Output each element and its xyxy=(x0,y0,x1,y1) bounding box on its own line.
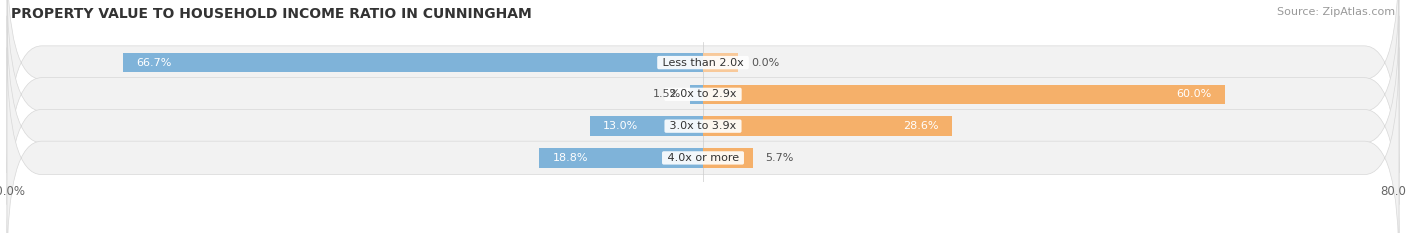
Text: 4.0x or more: 4.0x or more xyxy=(664,153,742,163)
Text: 13.0%: 13.0% xyxy=(603,121,638,131)
FancyBboxPatch shape xyxy=(7,48,1399,233)
Text: Less than 2.0x: Less than 2.0x xyxy=(659,58,747,68)
Bar xyxy=(703,116,952,136)
Text: 2.0x to 2.9x: 2.0x to 2.9x xyxy=(666,89,740,99)
Bar xyxy=(122,53,703,72)
Text: 28.6%: 28.6% xyxy=(903,121,939,131)
Text: 5.7%: 5.7% xyxy=(766,153,794,163)
Text: 18.8%: 18.8% xyxy=(553,153,588,163)
Bar xyxy=(591,116,703,136)
Text: 3.0x to 3.9x: 3.0x to 3.9x xyxy=(666,121,740,131)
Text: 66.7%: 66.7% xyxy=(136,58,172,68)
FancyBboxPatch shape xyxy=(7,16,1399,233)
Bar xyxy=(690,85,703,104)
FancyBboxPatch shape xyxy=(7,0,1399,173)
Bar xyxy=(703,85,1225,104)
Text: PROPERTY VALUE TO HOUSEHOLD INCOME RATIO IN CUNNINGHAM: PROPERTY VALUE TO HOUSEHOLD INCOME RATIO… xyxy=(11,7,531,21)
Text: Source: ZipAtlas.com: Source: ZipAtlas.com xyxy=(1277,7,1395,17)
Text: 1.5%: 1.5% xyxy=(652,89,682,99)
Bar xyxy=(540,148,703,168)
Text: 60.0%: 60.0% xyxy=(1177,89,1212,99)
Bar xyxy=(703,148,752,168)
Text: 0.0%: 0.0% xyxy=(751,58,779,68)
FancyBboxPatch shape xyxy=(7,0,1399,205)
Bar xyxy=(703,53,738,72)
